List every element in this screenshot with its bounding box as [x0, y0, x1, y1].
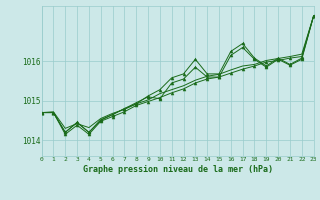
- X-axis label: Graphe pression niveau de la mer (hPa): Graphe pression niveau de la mer (hPa): [83, 165, 273, 174]
